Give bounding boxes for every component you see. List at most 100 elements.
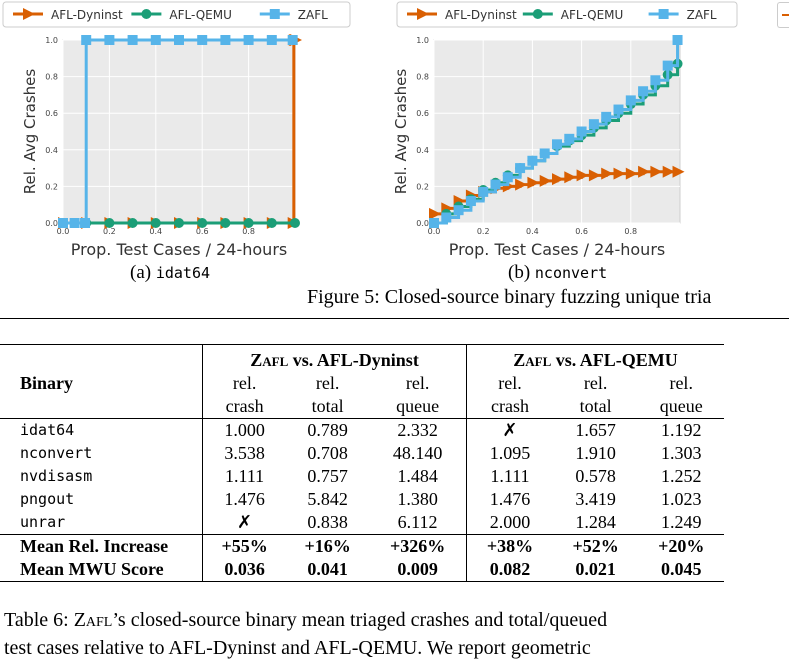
- summary-cell: +55%: [202, 534, 287, 558]
- data-point: [174, 218, 184, 228]
- group-header-dyninst: Zafl vs. AFL-Dyninst: [201, 344, 467, 372]
- data-point: [672, 35, 683, 45]
- data-point: [197, 35, 208, 45]
- clipped-legend-line: [782, 14, 789, 16]
- data-point: [527, 155, 538, 166]
- legend: AFL-Dyninst AFL-QEMU ZAFL: [2, 1, 351, 28]
- table-cell: 1.476: [466, 488, 553, 511]
- summary-cell: 0.045: [638, 558, 724, 582]
- data-point: [429, 207, 441, 220]
- section-divider: [0, 318, 789, 319]
- data-point: [220, 218, 231, 228]
- summary-label: Mean MWU Score: [0, 558, 203, 582]
- panel-caption-b: (b) nconvert: [508, 262, 607, 284]
- table-row: pngout 1.476 5.842 1.380 1.476 3.419 1.0…: [0, 488, 724, 511]
- y-tick-label: 0.0: [416, 219, 429, 228]
- table-cell: 3.538: [202, 442, 287, 465]
- data-point: [613, 104, 624, 115]
- table-cell: 1.192: [638, 418, 724, 442]
- data-point: [80, 218, 91, 228]
- col-header: queue: [659, 396, 703, 416]
- results-table: Zafl vs. AFL-Dyninst Zafl vs. AFL-QEMU B…: [0, 344, 724, 582]
- data-point: [453, 205, 464, 216]
- data-point: [127, 35, 138, 45]
- summary-cell: 0.041: [286, 558, 370, 582]
- data-point: [174, 35, 184, 45]
- data-point: [625, 167, 638, 180]
- table-cell: 6.112: [397, 512, 438, 532]
- data-point: [266, 218, 277, 228]
- group-header-dyninst-text: vs. AFL-Dyninst: [288, 350, 419, 370]
- table-caption-line-1: Table 6: Zafl’s closed-source binary mea…: [4, 606, 607, 634]
- table-cell: 1.284: [575, 512, 616, 532]
- data-point: [465, 196, 476, 207]
- data-point: [490, 179, 501, 190]
- x-tick-label: 0.0: [428, 227, 441, 236]
- table-row: nvdisasm 1.111 0.757 1.484 1.111 0.578 1…: [0, 465, 724, 488]
- legend: AFL-Dyninst AFL-QEMU ZAFL: [396, 1, 738, 28]
- col-header: total: [311, 396, 344, 416]
- data-point: [662, 60, 673, 71]
- summary-cell: 0.009: [369, 558, 467, 582]
- plot-area: [62, 39, 296, 224]
- table-cell: 1.249: [660, 512, 702, 532]
- x-tick-label: 0.8: [242, 227, 255, 236]
- binary-name: idat64: [0, 418, 203, 442]
- x-tick-label: 0.4: [149, 227, 162, 236]
- legend-box: [396, 1, 738, 28]
- table-cell: 48.140: [392, 443, 443, 463]
- table-cell: 3.419: [575, 489, 616, 509]
- panel-name-b: nconvert: [534, 264, 608, 282]
- x-tick-label: 0.6: [196, 227, 209, 236]
- series-zafl: [58, 35, 298, 228]
- table-caption: Table 6: Zafl’s closed-source binary mea…: [4, 606, 607, 662]
- legend-label: AFL-QEMU: [169, 8, 232, 22]
- summary-label: Mean Rel. Increase: [0, 534, 203, 558]
- col-header: total: [579, 396, 612, 416]
- table-cell: 1.000: [202, 418, 287, 442]
- binary-name: nconvert: [20, 444, 93, 462]
- table-cell: 2.332: [369, 418, 467, 442]
- plot-area: [433, 39, 681, 224]
- data-point: [69, 218, 80, 228]
- data-point: [662, 165, 675, 178]
- table-cell: 0.757: [307, 466, 348, 486]
- legend-box: [2, 1, 351, 28]
- data-point: [266, 35, 277, 45]
- table-cell: 5.842: [307, 489, 348, 509]
- table-cell: 0.789: [286, 418, 370, 442]
- x-tick-label: 0.2: [103, 227, 116, 236]
- zafl-label: Zafl: [513, 350, 552, 370]
- y-tick-label: 1.0: [45, 36, 58, 45]
- legend-label: AFL-Dyninst: [51, 8, 123, 22]
- col-header: crash: [466, 395, 553, 419]
- data-point: [650, 75, 661, 86]
- y-tick-label: 0.6: [416, 109, 429, 118]
- col-header: queue: [396, 396, 440, 416]
- table-group-header-row: Zafl vs. AFL-Dyninst Zafl vs. AFL-QEMU: [0, 344, 724, 372]
- x-tick-label: 0.8: [624, 227, 637, 236]
- data-point: [515, 178, 528, 191]
- data-point: [650, 165, 663, 178]
- y-tick-label: 0.0: [45, 219, 58, 228]
- chart-idat64: AFL-Dyninst AFL-QEMU ZAFL 0.0 0.2 0.4 0.6 0.8 0.…: [2, 1, 351, 259]
- data-point: [197, 218, 208, 228]
- table-cell: 1.252: [660, 466, 702, 486]
- legend-marker: [141, 9, 152, 19]
- legend-label: ZAFL: [298, 8, 328, 22]
- data-point: [441, 212, 452, 223]
- legend-marker: [269, 9, 280, 19]
- table-cell: 1.023: [660, 489, 702, 509]
- data-point: [104, 35, 115, 45]
- table-row: nconvert 3.538 0.708 48.140 1.095 1.910 …: [0, 442, 724, 465]
- data-point: [290, 218, 300, 228]
- legend-marker: [658, 9, 669, 19]
- legend-label: AFL-QEMU: [561, 8, 624, 22]
- y-axis-label: Rel. Avg Crashes: [21, 69, 39, 195]
- table-cell: 0.578: [575, 466, 616, 486]
- x-tick-label: 0.0: [57, 227, 70, 236]
- x-tick-label: 0.2: [477, 227, 490, 236]
- panel-letter-b: (b): [508, 262, 531, 283]
- legend-label: ZAFL: [687, 8, 717, 22]
- data-point: [539, 174, 552, 187]
